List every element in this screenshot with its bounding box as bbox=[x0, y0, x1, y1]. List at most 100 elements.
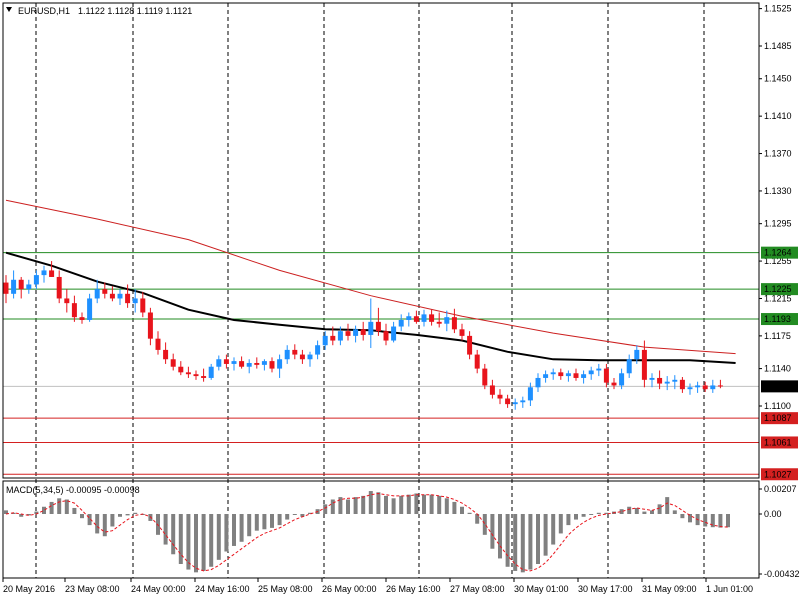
candle bbox=[626, 354, 632, 378]
candle-body bbox=[679, 379, 685, 390]
macd-histogram-bar bbox=[49, 501, 54, 514]
candle-body bbox=[269, 361, 275, 369]
candle bbox=[520, 396, 526, 408]
candle-body bbox=[315, 345, 321, 355]
macd-histogram-bar bbox=[64, 499, 69, 514]
candle bbox=[467, 331, 473, 360]
candle bbox=[11, 270, 17, 299]
candle-body bbox=[201, 376, 207, 378]
candle bbox=[436, 312, 442, 328]
candle bbox=[64, 289, 70, 313]
time-tick-label: 30 May 17:00 bbox=[578, 584, 633, 594]
price-level-tag bbox=[761, 436, 798, 449]
chart-header-ohlc: 1.1122 1.1128 1.1119 1.1121 bbox=[78, 6, 192, 16]
candle bbox=[573, 368, 579, 381]
macd-histogram-bar bbox=[125, 514, 130, 516]
candle bbox=[353, 325, 359, 343]
macd-histogram-bar bbox=[688, 514, 692, 523]
macd-histogram-bar bbox=[482, 514, 487, 535]
macd-histogram-bar bbox=[338, 497, 343, 514]
candle-body bbox=[482, 368, 488, 386]
candle-body bbox=[649, 377, 655, 380]
macd-tick-label: 0.00207 bbox=[764, 484, 797, 494]
dropdown-triangle-icon[interactable] bbox=[6, 7, 12, 12]
candle bbox=[421, 309, 427, 327]
candle bbox=[231, 357, 237, 371]
candle-body bbox=[261, 361, 267, 365]
candle-body bbox=[33, 275, 39, 285]
candle-body bbox=[535, 377, 541, 388]
candle-body bbox=[299, 354, 305, 360]
macd-histogram-bar bbox=[171, 514, 176, 555]
candle bbox=[444, 310, 450, 332]
candle bbox=[170, 353, 176, 371]
candle-body bbox=[603, 368, 609, 383]
macd-histogram-bar bbox=[726, 514, 730, 528]
candle-body bbox=[155, 338, 161, 350]
candle-body bbox=[664, 381, 670, 384]
macd-tick-label: -0.00432 bbox=[764, 569, 800, 579]
chart-frame bbox=[2, 2, 760, 579]
macd-histogram-bar bbox=[498, 514, 502, 559]
price-tick-label: 1.1100 bbox=[764, 401, 791, 411]
macd-histogram-bar bbox=[528, 514, 533, 570]
candle bbox=[588, 366, 594, 380]
macd-histogram-bar bbox=[520, 514, 525, 573]
macd-histogram-bar bbox=[270, 514, 274, 528]
macd-histogram-bar bbox=[452, 501, 457, 514]
candle-body bbox=[71, 303, 77, 318]
time-axis: 20 May 2016 23 May 08:00 24 May 00:00 24 Ma… bbox=[2, 578, 753, 594]
macd-histogram-bar bbox=[376, 492, 381, 514]
candle bbox=[406, 312, 412, 327]
macd-histogram-bar bbox=[399, 495, 404, 514]
macd-histogram-bar bbox=[323, 504, 328, 514]
candle-body bbox=[284, 349, 290, 360]
candle bbox=[132, 289, 138, 313]
macd-histogram-bar bbox=[710, 514, 715, 528]
macd-histogram-bar bbox=[596, 512, 601, 514]
candle bbox=[527, 382, 533, 407]
candle bbox=[330, 326, 336, 346]
candle-body bbox=[11, 279, 17, 294]
macd-histogram-bar bbox=[4, 510, 8, 514]
macd-histogram-bar bbox=[536, 514, 540, 564]
candle bbox=[641, 340, 647, 388]
macd-histogram-bar bbox=[634, 507, 639, 514]
candle bbox=[109, 286, 115, 302]
price-tick-label: 1.1215 bbox=[764, 293, 792, 303]
candle bbox=[611, 377, 617, 390]
candle bbox=[246, 359, 252, 374]
macd-histogram-bar bbox=[194, 514, 198, 573]
candle-body bbox=[368, 321, 374, 335]
candle bbox=[193, 370, 199, 380]
candle-body bbox=[231, 361, 237, 364]
candle bbox=[41, 265, 47, 283]
candle bbox=[413, 310, 419, 324]
candle-body bbox=[79, 317, 85, 320]
ma-slow-line bbox=[5, 199, 736, 355]
time-tick-label: 20 May 2016 bbox=[3, 584, 55, 594]
candle-body bbox=[239, 361, 245, 367]
macd-histogram-bar bbox=[422, 494, 426, 514]
macd-tick-label: 0.00 bbox=[764, 509, 782, 519]
macd-histogram-bar bbox=[239, 514, 244, 542]
macd-histogram-bar bbox=[201, 514, 206, 571]
candle bbox=[619, 368, 625, 390]
candle bbox=[140, 291, 146, 318]
macd-histogram-bar bbox=[95, 514, 100, 534]
candle-body bbox=[109, 293, 115, 299]
macd-histogram-bar bbox=[186, 514, 191, 570]
time-tick-label: 24 May 16:00 bbox=[195, 584, 250, 594]
price-tick-label: 1.1255 bbox=[764, 256, 792, 266]
candle bbox=[672, 375, 678, 390]
candle-body bbox=[543, 374, 549, 378]
candlesticks[interactable] bbox=[3, 261, 723, 410]
candle bbox=[657, 370, 663, 390]
macd-histogram-bar bbox=[133, 512, 138, 514]
candle-body bbox=[163, 349, 169, 360]
time-tick-label: 26 May 16:00 bbox=[386, 584, 441, 594]
candle-body bbox=[330, 335, 336, 341]
macd-histogram-bar bbox=[384, 495, 388, 514]
candle bbox=[459, 323, 465, 341]
